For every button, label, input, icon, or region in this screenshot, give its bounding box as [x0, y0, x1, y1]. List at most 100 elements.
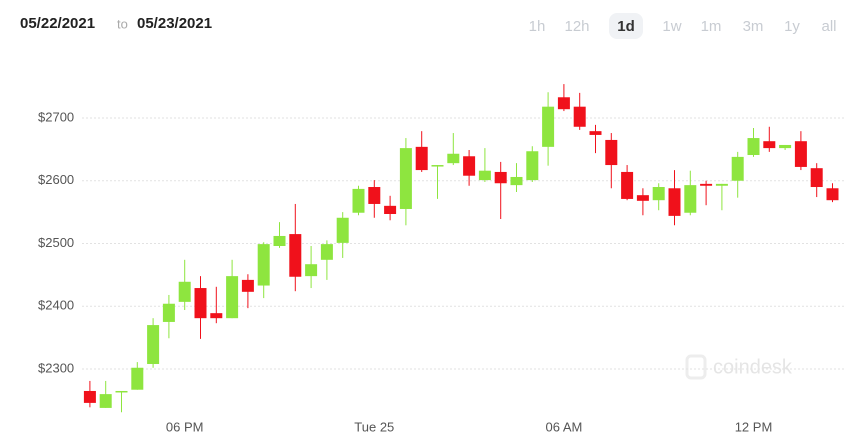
candle: [826, 183, 839, 203]
candle: [715, 183, 728, 211]
candle: [194, 276, 207, 339]
candle: [226, 259, 239, 319]
candle: [557, 84, 570, 112]
candle: [684, 170, 697, 216]
candle: [257, 242, 270, 299]
y-tick-label: $2300: [38, 360, 74, 375]
candle: [526, 146, 539, 182]
range-button[interactable]: 12h: [564, 18, 589, 35]
candle: [336, 212, 349, 258]
candle-body: [526, 151, 539, 181]
candle: [83, 380, 96, 408]
candle: [352, 185, 365, 216]
candle: [210, 286, 223, 324]
range-button[interactable]: 1y: [784, 18, 800, 35]
candle-body: [99, 394, 112, 408]
candle-body: [178, 281, 191, 302]
y-tick-label: $2500: [38, 235, 74, 250]
candle: [368, 180, 381, 218]
candle-body: [715, 183, 728, 186]
candle-body: [384, 205, 397, 214]
candle: [589, 124, 602, 154]
candle-body: [794, 141, 807, 167]
candle-body: [83, 390, 96, 403]
candle: [621, 165, 634, 201]
candle-body: [162, 303, 175, 322]
date-separator: to: [117, 16, 128, 31]
candle-body: [289, 234, 302, 277]
candle-body: [115, 390, 128, 393]
candle: [794, 131, 807, 171]
candle-body: [636, 195, 649, 201]
candle: [605, 133, 618, 189]
candle: [415, 131, 428, 172]
candle-body: [210, 313, 223, 319]
candle: [810, 163, 823, 198]
candle-body: [447, 153, 460, 164]
candle: [542, 92, 555, 166]
range-button[interactable]: 3m: [743, 18, 764, 35]
x-tick-label: Tue 25: [354, 419, 394, 434]
candle: [463, 149, 476, 186]
candle: [115, 390, 128, 413]
candle-body: [763, 141, 776, 149]
candle-body: [415, 146, 428, 171]
x-tick-label: 06 AM: [545, 419, 582, 434]
candle: [241, 274, 254, 309]
candle: [384, 195, 397, 221]
candle: [478, 148, 491, 182]
candle-body: [747, 138, 760, 156]
candle-body: [194, 288, 207, 319]
candle: [779, 144, 792, 150]
date-from: 05/22/2021: [20, 15, 95, 32]
candle: [747, 128, 760, 157]
candle-body: [652, 187, 665, 201]
range-button[interactable]: 1m: [701, 18, 722, 35]
watermark: coindesk: [685, 354, 793, 380]
candle-body: [589, 131, 602, 135]
candle-body: [779, 144, 792, 149]
range-button-bg: [609, 13, 643, 39]
candle: [431, 165, 444, 199]
y-tick-label: $2700: [38, 109, 74, 124]
range-button[interactable]: 1d: [617, 18, 635, 35]
candle: [447, 133, 460, 166]
candle-body: [510, 176, 523, 186]
candle: [178, 259, 191, 311]
candle-body: [810, 168, 823, 188]
candle-body: [399, 148, 412, 209]
candle: [162, 294, 175, 339]
candle-body: [241, 279, 254, 292]
candle-body: [320, 244, 333, 260]
candle-body: [573, 106, 586, 127]
candle-body: [352, 188, 365, 213]
candle-body: [257, 244, 270, 286]
candle: [289, 203, 302, 292]
candle: [494, 161, 507, 220]
x-tick-label: 12 PM: [735, 419, 773, 434]
candle-body: [147, 325, 160, 364]
candle-body: [305, 264, 318, 277]
candle: [636, 188, 649, 216]
range-button[interactable]: 1w: [662, 18, 681, 35]
candle-body: [700, 183, 713, 186]
candle-body: [826, 188, 839, 201]
x-tick-label: 06 PM: [166, 419, 204, 434]
candle: [305, 246, 318, 289]
candle-body: [668, 188, 681, 216]
candle: [99, 380, 112, 408]
range-button[interactable]: 1h: [529, 18, 546, 35]
candle-body: [336, 217, 349, 243]
candle-body: [494, 171, 507, 184]
candle-body: [605, 139, 618, 166]
range-button[interactable]: all: [821, 18, 836, 35]
candle: [573, 92, 586, 130]
candle: [763, 126, 776, 152]
candle: [147, 318, 160, 368]
candle-body: [731, 156, 744, 181]
candle: [320, 240, 333, 280]
candle-body: [431, 165, 444, 167]
candle-body: [478, 170, 491, 181]
candle: [399, 138, 412, 226]
